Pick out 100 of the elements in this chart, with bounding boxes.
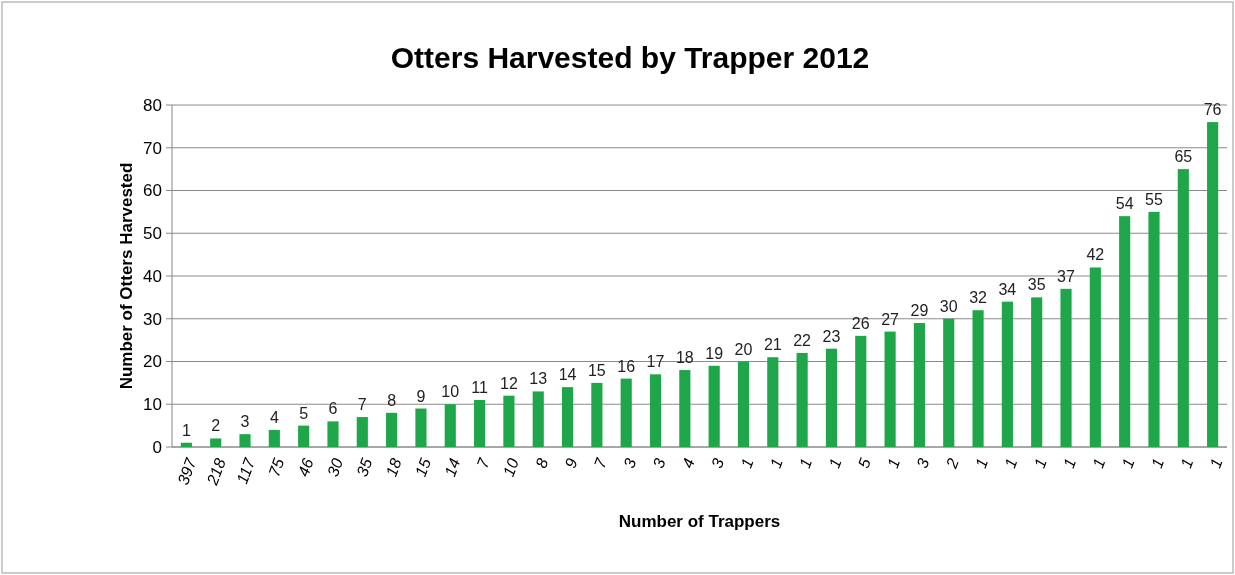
data-label: 9 [416, 387, 426, 405]
x-tick-label: 218 [203, 456, 229, 488]
bar [1119, 216, 1131, 447]
x-tick-label: 10 [499, 456, 523, 479]
bar [591, 382, 603, 447]
data-label: 13 [529, 370, 548, 388]
chart-title: Otters Harvested by Trapper 2012 [390, 41, 870, 74]
bar [649, 374, 662, 447]
x-tick-label: 1 [737, 456, 757, 471]
x-tick-label: 7 [590, 455, 611, 471]
bar [1089, 267, 1101, 447]
bar [913, 323, 925, 447]
x-tick-label: 8 [532, 456, 552, 471]
y-tick-label: 40 [143, 266, 162, 286]
data-label: 7 [357, 396, 367, 414]
bar [503, 395, 515, 447]
bar [1001, 301, 1013, 447]
x-tick-label: 18 [382, 456, 405, 479]
bar [1177, 169, 1189, 447]
bar [356, 417, 368, 447]
bar [444, 404, 456, 447]
x-tick-label: 1 [1177, 456, 1197, 471]
data-label: 3 [240, 413, 250, 431]
x-tick-label: 1 [1001, 456, 1021, 471]
bar [825, 348, 838, 447]
data-label: 8 [387, 391, 397, 409]
x-tick-label: 15 [411, 456, 435, 479]
bar [1060, 288, 1072, 447]
x-tick-label: 1 [796, 456, 816, 471]
bar [386, 412, 398, 447]
x-tick-label: 5 [854, 456, 874, 471]
data-label: 4 [269, 408, 279, 426]
data-label: 37 [1057, 267, 1076, 285]
x-tick-label: 4 [678, 456, 698, 471]
x-tick-label: 1 [972, 456, 992, 471]
y-tick-label: 50 [143, 224, 162, 244]
data-label: 10 [441, 383, 460, 401]
x-tick-label: 1 [766, 456, 786, 471]
bar [855, 335, 867, 447]
bar [679, 370, 691, 447]
bar [180, 442, 192, 447]
data-label: 22 [793, 331, 812, 349]
data-label: 19 [705, 344, 724, 362]
data-label: 14 [558, 366, 577, 384]
y-tick-label: 30 [143, 309, 162, 329]
bar [708, 365, 720, 447]
x-tick-label: 9 [561, 456, 581, 471]
x-tick-label: 7 [473, 455, 494, 471]
data-label: 23 [822, 327, 841, 345]
x-tick-label: 14 [441, 456, 464, 479]
x-tick-label: 1 [1060, 456, 1080, 471]
y-tick-label: 80 [143, 95, 162, 115]
x-tick-label: 46 [294, 456, 317, 479]
bar [1207, 122, 1219, 447]
data-label: 76 [1203, 101, 1222, 119]
x-tick-label: 35 [353, 456, 376, 479]
data-label: 35 [1027, 276, 1046, 294]
data-label: 15 [587, 361, 606, 379]
bar [532, 391, 544, 447]
bar [943, 318, 955, 447]
data-label: 1 [181, 421, 191, 439]
data-label: 26 [851, 314, 870, 332]
x-tick-label: 117 [233, 455, 259, 486]
data-label: 12 [500, 374, 518, 392]
data-label: 29 [910, 302, 929, 320]
bar [415, 408, 427, 447]
data-label: 42 [1086, 246, 1105, 264]
x-axis-title: Number of Trappers [618, 512, 781, 531]
data-label: 6 [328, 400, 338, 418]
bar [620, 378, 632, 447]
data-label: 32 [969, 289, 988, 307]
x-tick-label: 3 [620, 456, 640, 471]
x-tick-label: 397 [174, 455, 200, 488]
bar [298, 425, 310, 447]
data-label: 11 [471, 378, 488, 396]
bar [327, 421, 339, 447]
bar [1148, 211, 1160, 447]
x-tick-label: 1 [1030, 456, 1050, 471]
data-label: 30 [939, 297, 958, 315]
x-tick-label: 75 [265, 456, 288, 479]
bar [210, 438, 222, 447]
data-label: 65 [1174, 148, 1193, 166]
bar [884, 331, 896, 447]
data-label: 21 [763, 336, 782, 354]
bar [239, 434, 251, 447]
x-tick-label: 30 [324, 456, 347, 479]
bar [268, 429, 280, 447]
data-label: 54 [1115, 195, 1134, 213]
x-tick-label: 1 [1206, 456, 1226, 471]
y-tick-label: 0 [152, 437, 162, 457]
x-tick-label: 1 [1148, 456, 1168, 471]
x-tick-label: 3 [913, 456, 933, 471]
x-tick-label: 3 [649, 456, 669, 471]
data-label: 20 [734, 340, 753, 358]
bar [561, 387, 574, 447]
bar [1031, 297, 1043, 447]
bar [737, 361, 750, 447]
data-label: 17 [646, 353, 665, 371]
x-tick-label: 1 [825, 456, 845, 471]
y-tick-label: 60 [143, 181, 162, 201]
